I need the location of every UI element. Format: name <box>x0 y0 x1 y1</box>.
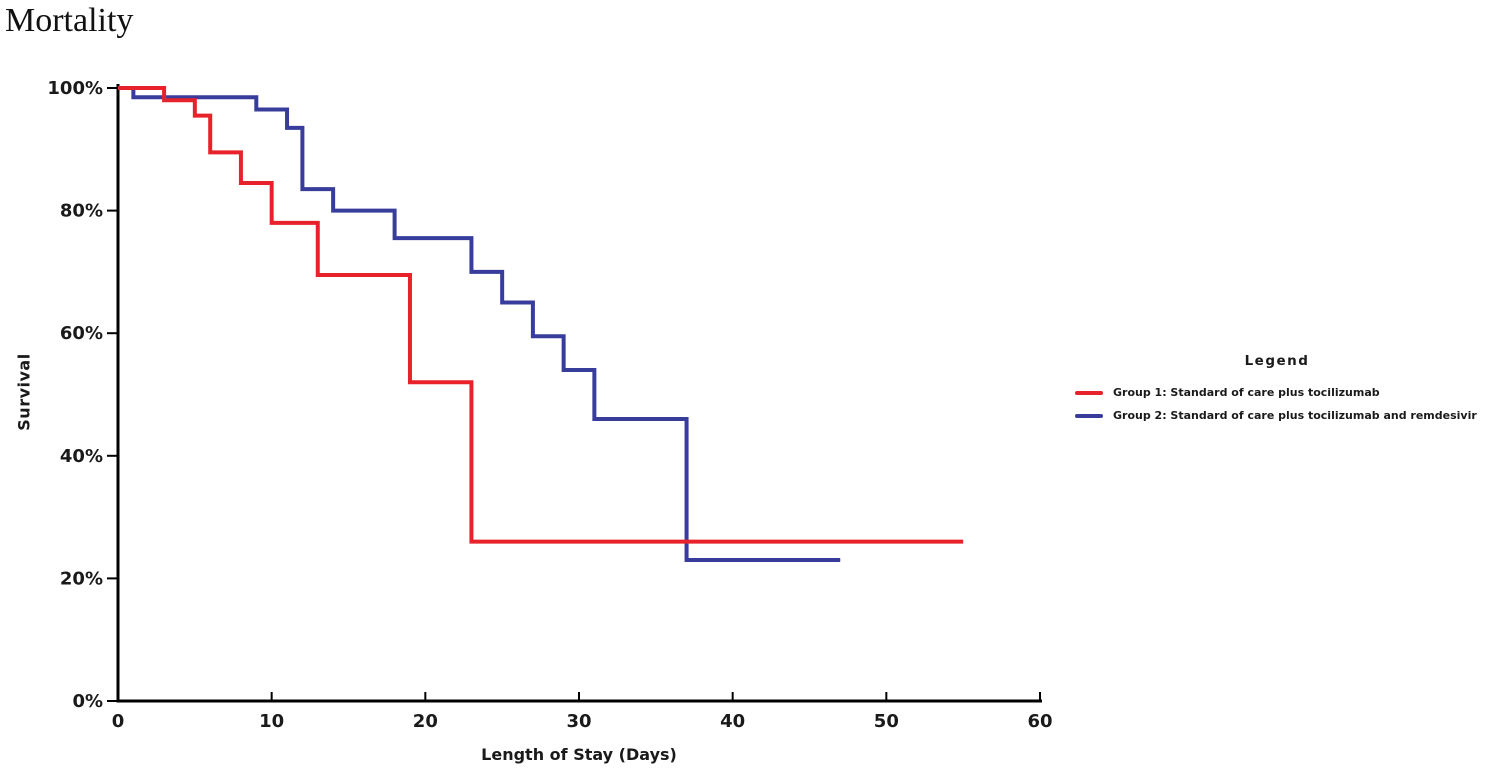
x-axis-title: Length of Stay (Days) <box>481 745 677 764</box>
x-tick-label: 20 <box>413 711 438 732</box>
x-tick-label: 50 <box>874 711 899 732</box>
legend-item-group-2: Group 2: Standard of care plus tocilizum… <box>1075 408 1492 423</box>
legend-swatch-group-1 <box>1075 390 1103 395</box>
y-tick-label: 80% <box>60 201 103 222</box>
legend-label: Group 1: Standard of care plus tocilizum… <box>1113 386 1380 399</box>
y-tick-label: 20% <box>60 568 103 589</box>
y-axis-title: Survival <box>14 353 34 431</box>
figure-title: Mortality <box>5 2 134 39</box>
legend-title: Legend <box>1244 353 1310 369</box>
x-tick-label: 30 <box>566 711 591 732</box>
x-tick-label: 40 <box>720 711 745 732</box>
legend: Legend Group 1: Standard of care plus to… <box>1062 353 1492 431</box>
y-tick-label: 60% <box>60 323 103 344</box>
x-tick-label: 10 <box>259 711 284 732</box>
x-tick-label: 60 <box>1027 711 1052 732</box>
legend-item-group-1: Group 1: Standard of care plus tocilizum… <box>1075 385 1492 400</box>
y-tick-label: 40% <box>60 446 103 467</box>
survival-curve-group-2 <box>118 86 841 563</box>
y-tick-label: 0% <box>72 691 103 712</box>
legend-items: Group 1: Standard of care plus tocilizum… <box>1062 385 1492 423</box>
legend-label: Group 2: Standard of care plus tocilizum… <box>1113 409 1477 422</box>
survival-curve-group-1 <box>118 86 964 544</box>
x-tick-label: 0 <box>112 711 125 732</box>
legend-swatch-group-2 <box>1075 413 1103 418</box>
y-tick-label: 100% <box>47 78 103 99</box>
